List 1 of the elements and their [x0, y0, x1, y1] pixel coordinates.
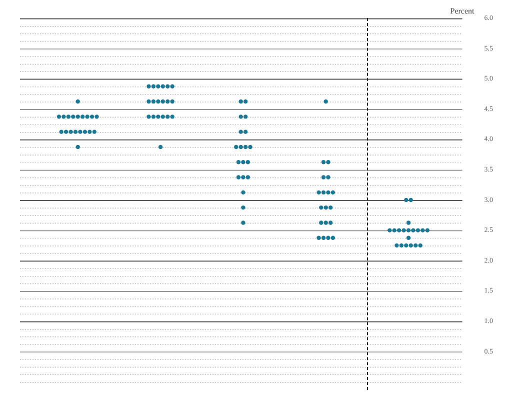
y-axis-title: Percent [450, 6, 476, 16]
